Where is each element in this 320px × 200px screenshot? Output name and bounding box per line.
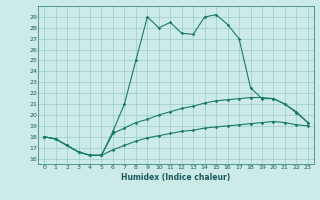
X-axis label: Humidex (Indice chaleur): Humidex (Indice chaleur): [121, 173, 231, 182]
